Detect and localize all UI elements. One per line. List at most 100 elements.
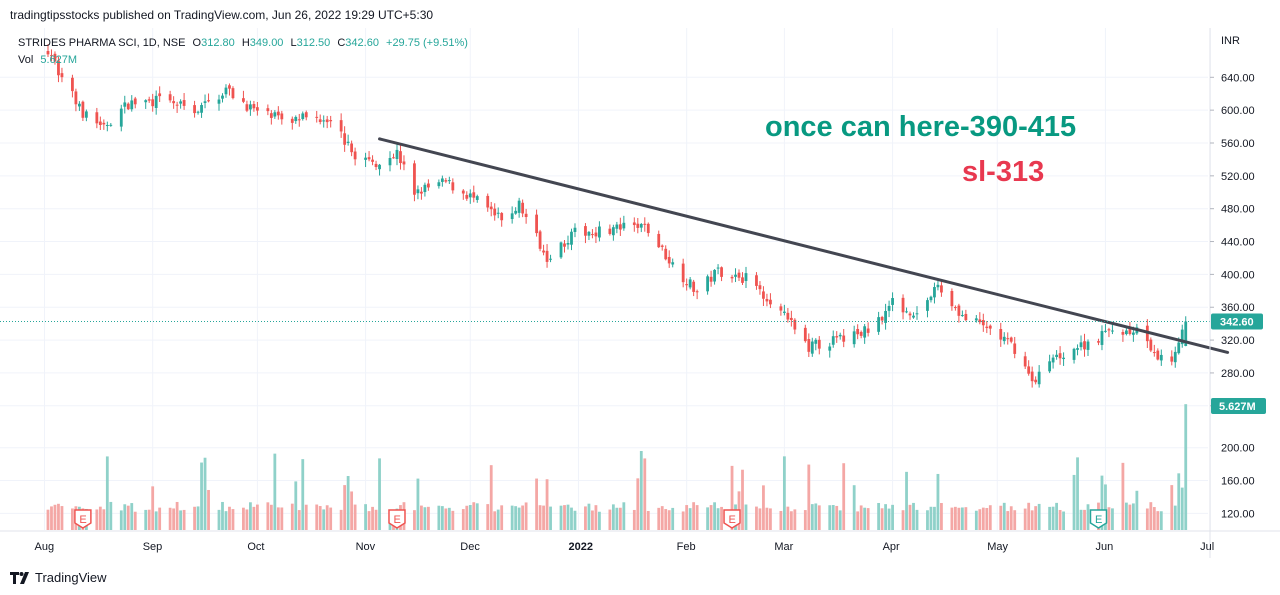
candle-body bbox=[98, 121, 102, 126]
earnings-flag-label: E bbox=[729, 514, 736, 526]
candle-body bbox=[545, 250, 549, 262]
volume-bar bbox=[803, 510, 807, 530]
chart-area[interactable]: E E E E 640.00 600.00 560.00 520.00 480.00 440.0… bbox=[0, 28, 1280, 558]
volume-bar bbox=[587, 503, 591, 530]
candle-body bbox=[646, 223, 650, 234]
candle-body bbox=[1079, 342, 1083, 348]
change-value: +29.75 (+9.51%) bbox=[386, 37, 468, 49]
volume-bar bbox=[514, 506, 518, 530]
volume-bar bbox=[978, 509, 982, 530]
volume-bar bbox=[71, 508, 74, 530]
volume-bar bbox=[950, 507, 954, 530]
close-value: 342.60 bbox=[345, 37, 379, 49]
candle-body bbox=[346, 141, 350, 143]
candle-body bbox=[953, 307, 957, 309]
candle-body bbox=[315, 116, 319, 118]
volume-bar bbox=[842, 463, 846, 530]
candle-body bbox=[988, 325, 992, 329]
volume-bar bbox=[374, 509, 378, 530]
candle-body bbox=[1037, 371, 1041, 385]
candle-body bbox=[147, 99, 151, 101]
candle-body bbox=[413, 163, 416, 195]
candle-body bbox=[831, 336, 835, 345]
candle-body bbox=[489, 206, 493, 210]
price-chart[interactable]: E E E E 640.00 600.00 560.00 520.00 480.00 440.0… bbox=[0, 28, 1280, 558]
candle-body bbox=[228, 85, 231, 89]
candle-body bbox=[940, 285, 943, 293]
volume-bar bbox=[461, 509, 465, 530]
candle-body bbox=[936, 284, 940, 288]
target-annotation[interactable]: once can here-390-415 bbox=[765, 111, 1076, 143]
earnings-flag-icon[interactable] bbox=[723, 509, 741, 529]
earnings-flag-icon[interactable] bbox=[388, 509, 406, 529]
volume-bar bbox=[866, 508, 870, 530]
volume-bar bbox=[929, 506, 933, 530]
volume-bar bbox=[57, 503, 60, 530]
candle-body bbox=[123, 102, 127, 107]
volume-bar bbox=[667, 510, 671, 530]
volume-bar bbox=[559, 505, 563, 530]
candle-body bbox=[196, 111, 200, 113]
trendline[interactable] bbox=[378, 137, 1230, 354]
volume-bar bbox=[852, 485, 856, 530]
earnings-flag-icon[interactable] bbox=[1089, 509, 1108, 529]
candle-body bbox=[566, 243, 570, 245]
volume-bar bbox=[427, 506, 430, 530]
volume-bar bbox=[175, 501, 179, 530]
candle-body bbox=[517, 200, 521, 213]
candle-body bbox=[207, 100, 210, 102]
volume-bar bbox=[1152, 507, 1156, 530]
earnings-flag-icon[interactable] bbox=[74, 509, 92, 529]
candle-body bbox=[71, 77, 74, 92]
volume-bar bbox=[940, 503, 943, 530]
volume-bar bbox=[953, 506, 957, 530]
price-tick-label: 400.00 bbox=[1221, 269, 1255, 281]
earnings-flag-label: E bbox=[79, 514, 86, 526]
candle-body bbox=[182, 100, 186, 106]
volume-bar bbox=[242, 507, 245, 530]
candle-body bbox=[493, 208, 497, 216]
volume-bar bbox=[835, 505, 839, 530]
volume-bar bbox=[608, 509, 612, 530]
volume-bar bbox=[618, 507, 622, 530]
volume-bar bbox=[814, 503, 818, 530]
candle-body bbox=[350, 143, 354, 153]
volume-bar bbox=[517, 507, 521, 530]
candle-body bbox=[371, 159, 374, 162]
candle-body bbox=[102, 122, 106, 125]
candle-body bbox=[814, 339, 818, 344]
candle-body bbox=[343, 133, 347, 145]
volume-tick-label: 120.00 bbox=[1221, 508, 1255, 520]
candle-body bbox=[231, 88, 235, 99]
volume-bar bbox=[290, 503, 294, 530]
candle-body bbox=[877, 317, 881, 332]
candle-body bbox=[255, 107, 259, 111]
volume-bar bbox=[486, 504, 490, 530]
volume-bar bbox=[594, 505, 598, 530]
candle-body bbox=[810, 341, 814, 354]
volume-bar bbox=[1107, 507, 1111, 530]
volume-bar bbox=[758, 508, 762, 530]
time-axis[interactable]: Aug Sep Oct Nov Dec 2022 Feb Mar Apr May Jun Jul bbox=[35, 541, 1215, 553]
candle-body bbox=[461, 190, 465, 194]
volume-bar bbox=[266, 502, 270, 530]
volume-bar bbox=[297, 510, 301, 530]
volume-bar bbox=[444, 508, 448, 530]
candle-body bbox=[817, 339, 821, 349]
close-label: C bbox=[337, 37, 345, 49]
candle-body bbox=[273, 112, 277, 117]
footer-brand[interactable]: TradingView bbox=[10, 570, 107, 585]
candle-body bbox=[915, 313, 919, 315]
time-tick-label: 2022 bbox=[568, 541, 592, 553]
time-tick-label: Feb bbox=[677, 541, 696, 553]
volume-bar bbox=[765, 507, 769, 530]
candle-body bbox=[1180, 329, 1184, 345]
candle-body bbox=[720, 267, 723, 277]
candle-body bbox=[486, 195, 490, 208]
volume-bar bbox=[615, 507, 619, 530]
candle-body bbox=[901, 297, 905, 313]
stoploss-annotation[interactable]: sl-313 bbox=[962, 156, 1044, 188]
candle-body bbox=[57, 60, 60, 76]
price-axis[interactable]: 640.00 600.00 560.00 520.00 480.00 440.00 400.… bbox=[1210, 72, 1255, 520]
